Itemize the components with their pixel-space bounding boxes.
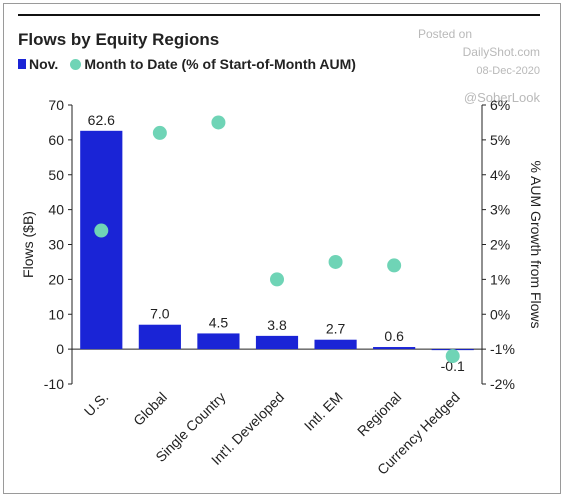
x-tick-label: Global (130, 389, 170, 429)
bar-value-label: 2.7 (326, 321, 346, 337)
scatter-point (94, 223, 109, 238)
x-tick-label: Intl. EM (301, 389, 346, 434)
y-tick-label-left: 0 (56, 341, 64, 357)
y-tick-label-left: 70 (48, 97, 64, 113)
legend-bar-swatch (18, 59, 26, 69)
y-tick-label-left: -10 (44, 376, 64, 392)
legend-label-dots: Month to Date (% of Start-of-Month AUM) (84, 56, 356, 72)
watermark-site: DailyShot.com (462, 45, 540, 59)
bar-value-label: 7.0 (150, 306, 170, 322)
y-tick-label-left: 20 (48, 271, 64, 287)
bar-value-label: 62.6 (88, 112, 115, 128)
y-tick-label-right: 6% (490, 97, 510, 113)
scatter-point (152, 125, 167, 140)
bar-value-label: -0.1 (441, 358, 465, 374)
title-rule (18, 14, 540, 16)
y-tick-label-right: 2% (490, 237, 510, 253)
scatter-point (211, 115, 226, 130)
y-tick-label-right: 1% (490, 271, 510, 287)
y-tick-label-right: -2% (490, 376, 515, 392)
y-tick-label-right: 3% (490, 202, 510, 218)
chart-title: Flows by Equity Regions (18, 30, 220, 49)
bar (255, 335, 299, 350)
legend-label-bars: Nov. (29, 56, 59, 72)
x-tick-label: U.S. (81, 389, 112, 420)
bar-value-label: 3.8 (267, 317, 287, 333)
scatter-point (445, 349, 460, 364)
bar (373, 347, 416, 350)
y-tick-label-left: 10 (48, 306, 64, 322)
y-tick-label-right: 0% (490, 306, 510, 322)
scatter-point (270, 272, 284, 287)
legend: Nov. Month to Date (% of Start-of-Month … (18, 56, 356, 72)
y-axis-label-left: Flows ($B) (20, 211, 36, 278)
legend-dot-swatch (70, 58, 82, 70)
y-tick-label-right: 4% (490, 167, 510, 183)
y-tick-label-right: -1% (490, 341, 515, 357)
scatter-point (328, 254, 343, 269)
y-tick-label-left: 50 (48, 167, 64, 183)
bar (197, 333, 240, 350)
watermark-date: 08-Dec-2020 (476, 65, 540, 77)
y-axis-label-right: % AUM Growth from Flows (528, 160, 544, 328)
watermark-handle: @SoberLook (463, 90, 540, 105)
bar (80, 130, 123, 350)
y-tick-label-left: 30 (48, 237, 64, 253)
watermark-posted-on: Posted on (417, 27, 472, 41)
x-tick-label: Regional (354, 389, 404, 439)
bar-value-label: 4.5 (209, 314, 229, 330)
bar (314, 339, 357, 350)
scatter-point (387, 258, 402, 273)
bar-value-label: 0.6 (384, 328, 404, 344)
y-tick-label-left: 60 (48, 132, 64, 148)
y-tick-label-left: 40 (48, 202, 64, 218)
bar (138, 324, 181, 350)
y-tick-label-right: 5% (490, 132, 510, 148)
